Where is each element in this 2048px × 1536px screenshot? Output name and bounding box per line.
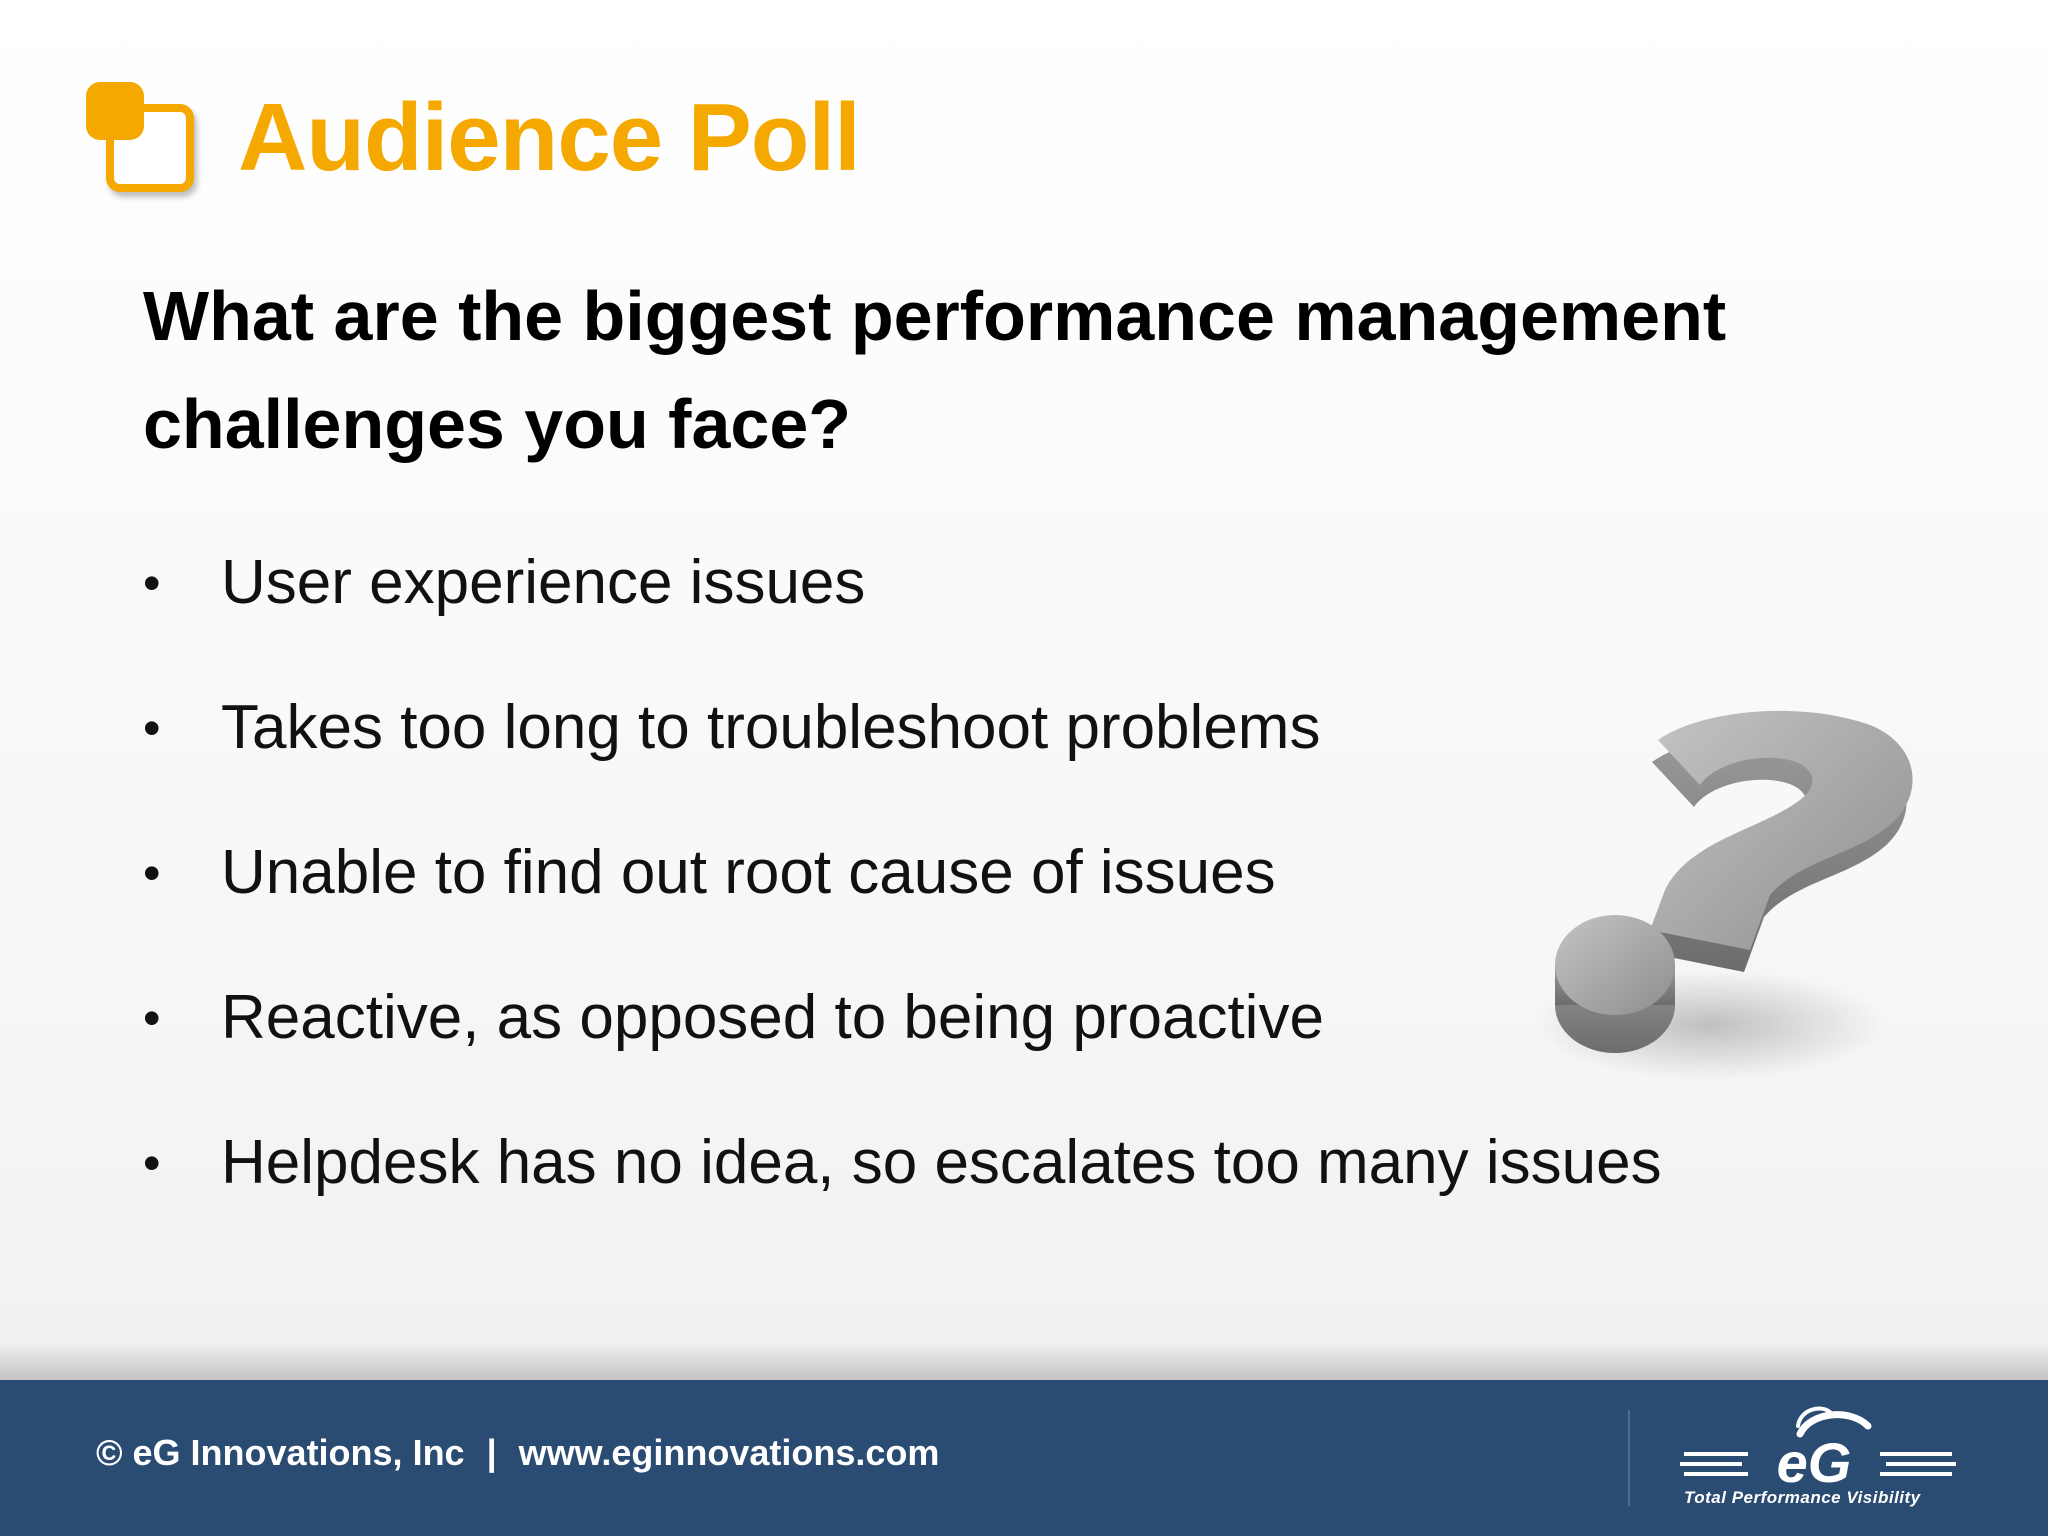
list-item-text: Helpdesk has no idea, so escalates too m… [221, 1128, 1662, 1197]
footer-bar: © eG Innovations, Inc | www.eginnovations.… [0, 1380, 2048, 1536]
list-item-text: User experience issues [221, 548, 866, 617]
answer-list: • User experience issues • Takes too lon… [143, 510, 1662, 1235]
list-item-text: Unable to find out root cause of issues [221, 838, 1276, 907]
logo-text: eG [1777, 1431, 1852, 1494]
bullet-icon: • [143, 699, 161, 756]
overlapping-squares-icon [86, 82, 198, 194]
question-mark-3d-icon [1535, 710, 1913, 1080]
list-item: • User experience issues [143, 510, 1662, 655]
list-item-text: Takes too long to troubleshoot problems [221, 693, 1321, 762]
title-row: Audience Poll [86, 78, 861, 198]
list-item: • Takes too long to troubleshoot problem… [143, 655, 1662, 800]
footer-divider [1628, 1410, 1630, 1506]
slide-title: Audience Poll [238, 84, 861, 191]
bullet-icon: • [143, 1134, 161, 1191]
bullet-icon: • [143, 554, 161, 611]
eg-logo-icon: eG [1680, 1406, 1956, 1494]
bullet-icon: • [143, 989, 161, 1046]
list-item: • Unable to find out root cause of issue… [143, 800, 1662, 945]
list-item: • Reactive, as opposed to being proactiv… [143, 945, 1662, 1090]
list-item: • Helpdesk has no idea, so escalates too… [143, 1090, 1662, 1235]
footer-shadow [0, 1342, 2048, 1380]
bullet-icon: • [143, 844, 161, 901]
footer-text: © eG Innovations, Inc | www.eginnovations.… [96, 1432, 939, 1474]
list-item-text: Reactive, as opposed to being proactive [221, 983, 1324, 1052]
copyright-text: © eG Innovations, Inc [96, 1432, 465, 1473]
logo-tagline: Total Performance Visibility [1684, 1488, 1921, 1507]
footer-separator: | [486, 1432, 497, 1473]
poll-question: What are the biggest performance managem… [143, 277, 1727, 463]
website-link[interactable]: www.eginnovations.com [518, 1432, 940, 1473]
